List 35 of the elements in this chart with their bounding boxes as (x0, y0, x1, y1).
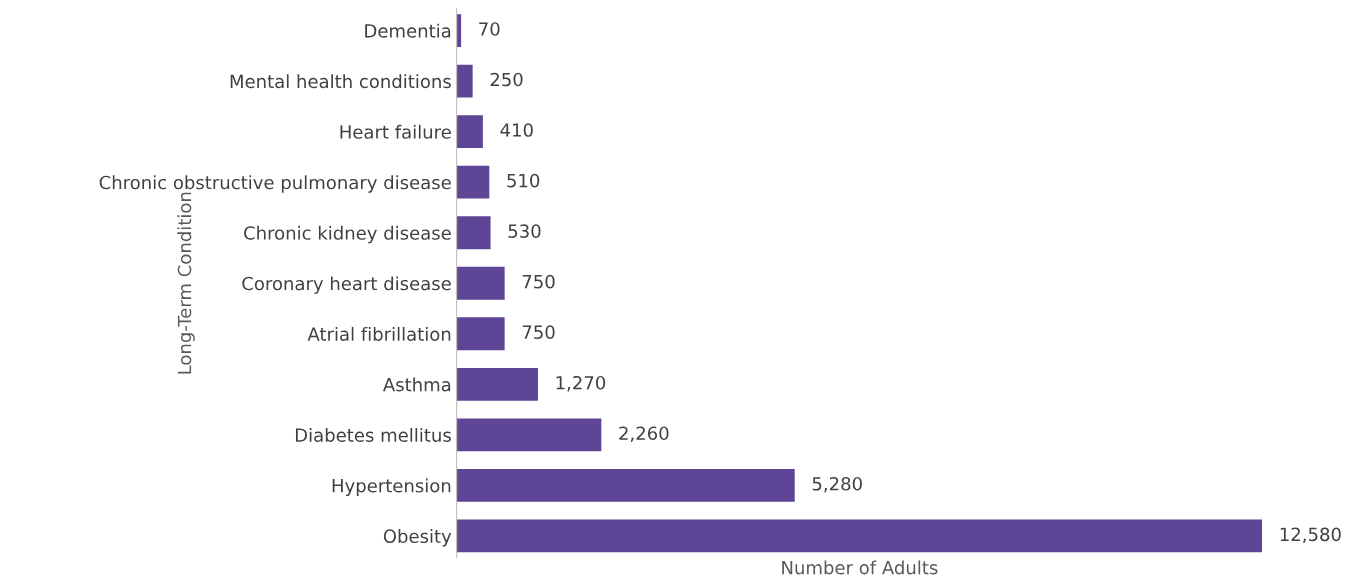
data-label: 250 (490, 72, 523, 87)
bar (456, 317, 505, 351)
data-label: 410 (500, 123, 533, 137)
y-tick-label: Chronic kidney disease (244, 225, 451, 244)
data-label: 510 (507, 173, 540, 188)
data-label: 70 (479, 22, 500, 36)
bar (456, 367, 538, 401)
bar (456, 266, 505, 300)
y-tick-label: Obesity (383, 529, 452, 547)
data-label: 12,580 (1280, 527, 1341, 543)
y-axis-title: Long-Term Condition (177, 192, 195, 374)
data-label: 1,270 (556, 375, 606, 392)
bar (456, 165, 490, 199)
y-tick-label: Hypertension (332, 478, 451, 496)
bar (456, 115, 483, 149)
y-tick-label: Heart failure (340, 124, 451, 139)
y-tick-label: Diabetes mellitus (295, 427, 451, 442)
bar (456, 64, 473, 98)
bar (456, 468, 795, 502)
bar (456, 418, 602, 452)
x-axis-title: Number of Adults (782, 560, 938, 575)
bar (456, 519, 1263, 553)
data-label: 750 (522, 274, 555, 289)
bar (456, 216, 491, 250)
data-label: 2,260 (619, 426, 669, 442)
y-tick-label: Coronary heart disease (242, 276, 451, 294)
data-label: 750 (522, 325, 555, 340)
data-label: 5,280 (812, 476, 862, 493)
y-tick-label: Mental health conditions (230, 74, 451, 89)
bar (456, 14, 462, 47)
y-tick-label: Chronic obstructive pulmonary disease (99, 175, 451, 193)
y-tick-label: Asthma (382, 377, 451, 392)
y-tick-label: Atrial fibrillation (307, 326, 451, 341)
y-tick-label: Dementia (365, 23, 451, 38)
data-label: 530 (508, 224, 541, 238)
